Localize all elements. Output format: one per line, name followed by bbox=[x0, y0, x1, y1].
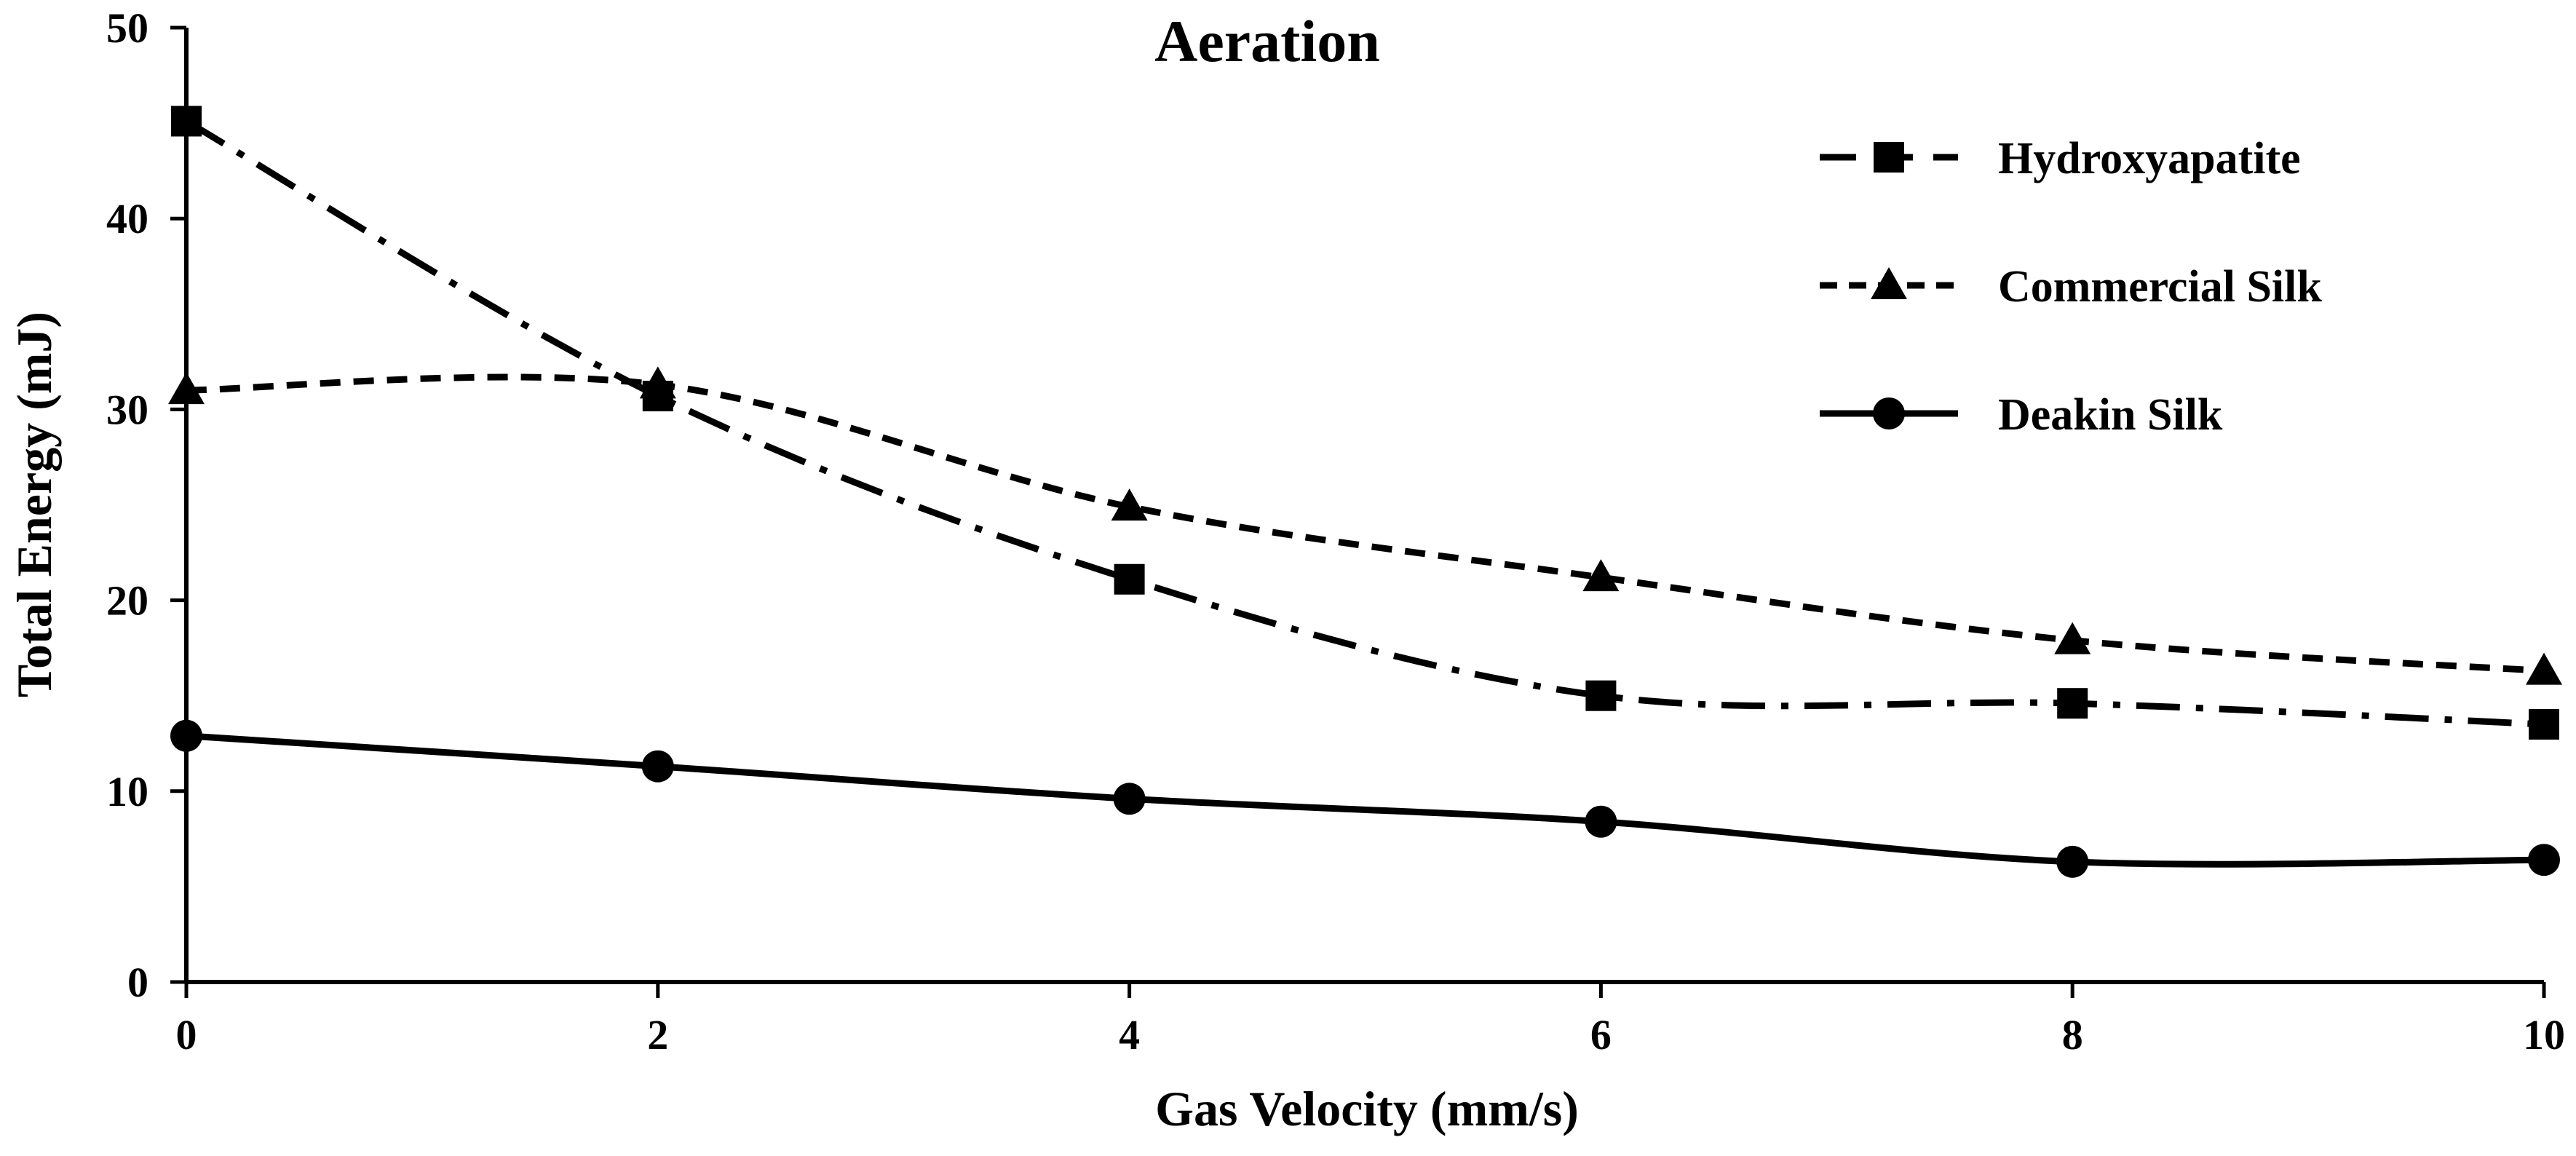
data-point-deakin-silk-2 bbox=[1113, 783, 1146, 815]
y-axis-title: Total Energy (mJ) bbox=[7, 312, 62, 697]
chart-title: Aeration bbox=[1154, 8, 1380, 74]
x-tick-label: 8 bbox=[2062, 1011, 2083, 1058]
legend-marker-deakin-silk bbox=[1873, 397, 1905, 429]
x-tick-label: 0 bbox=[176, 1011, 197, 1058]
data-point-hydroxyapatite-5 bbox=[2529, 709, 2559, 740]
x-tick-label: 2 bbox=[647, 1011, 668, 1058]
data-point-commercial-silk-4 bbox=[2054, 622, 2091, 654]
legend-label-hydroxyapatite: Hydroxyapatite bbox=[1998, 134, 2301, 183]
axes bbox=[184, 28, 2544, 984]
legend-marker-commercial-silk bbox=[1871, 267, 1907, 299]
data-point-hydroxyapatite-2 bbox=[1114, 563, 1145, 595]
y-tick-label: 50 bbox=[106, 4, 148, 52]
y-tick-label: 10 bbox=[106, 768, 148, 815]
data-point-deakin-silk-5 bbox=[2528, 844, 2560, 876]
data-point-commercial-silk-2 bbox=[1111, 488, 1148, 521]
series-deakin-silk bbox=[170, 719, 2560, 878]
legend-label-commercial-silk: Commercial Silk bbox=[1998, 262, 2322, 312]
data-point-commercial-silk-5 bbox=[2526, 652, 2562, 685]
data-point-hydroxyapatite-3 bbox=[1585, 680, 1617, 711]
legend-marker-hydroxyapatite bbox=[1874, 142, 1904, 173]
data-point-deakin-silk-1 bbox=[641, 750, 674, 783]
x-axis-title: Gas Velocity (mm/s) bbox=[1155, 1081, 1579, 1136]
data-point-deakin-silk-4 bbox=[2056, 845, 2089, 878]
y-tick-label: 30 bbox=[106, 386, 148, 433]
series-commercial-silk bbox=[168, 366, 2562, 685]
ticks: 0 2 4 6 8 10 0 10 20 30 40 50 bbox=[106, 4, 2565, 1058]
data-point-deakin-silk-3 bbox=[1585, 805, 1617, 838]
y-tick-label: 20 bbox=[106, 577, 148, 625]
legend-label-deakin-silk: Deakin Silk bbox=[1998, 390, 2223, 440]
legend: Hydroxyapatite Commercial Silk Deakin Silk bbox=[1820, 134, 2322, 440]
series-line-commercial-silk bbox=[186, 373, 2545, 675]
data-point-hydroxyapatite-4 bbox=[2057, 688, 2088, 719]
series-line-deakin-silk bbox=[186, 732, 2545, 868]
y-tick-label: 40 bbox=[106, 195, 148, 242]
series-line-hydroxyapatite bbox=[184, 118, 2545, 728]
series-layer bbox=[168, 106, 2562, 878]
x-tick-label: 10 bbox=[2523, 1011, 2565, 1058]
data-point-commercial-silk-3 bbox=[1582, 559, 1620, 592]
x-tick-label: 6 bbox=[1590, 1011, 1612, 1058]
data-point-commercial-silk-1 bbox=[639, 366, 676, 399]
legend-item-deakin-silk: Deakin Silk bbox=[1820, 390, 2223, 440]
legend-item-hydroxyapatite: Hydroxyapatite bbox=[1820, 134, 2301, 183]
legend-item-commercial-silk: Commercial Silk bbox=[1820, 262, 2322, 312]
y-tick-label: 0 bbox=[127, 959, 148, 1006]
x-tick-label: 4 bbox=[1119, 1011, 1140, 1058]
